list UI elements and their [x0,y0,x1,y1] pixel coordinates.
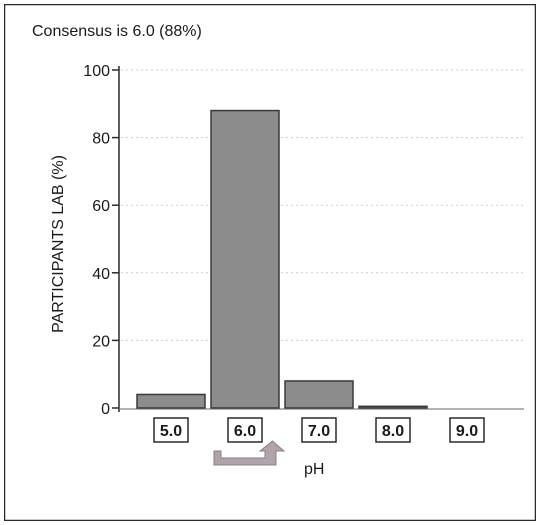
consensus-arrow-icon [213,440,286,466]
y-axis-label: PARTICIPANTS LAB (%) [50,155,67,333]
y-tick-label: 0 [101,401,110,418]
x-tick-box [301,417,337,443]
bar [358,405,428,409]
x-tick-labels: 5.0 6.0 7.0 8.0 9.0 [153,417,485,443]
y-ticks: 0 20 40 60 80 100 [83,63,119,418]
x-tick-box [227,417,263,443]
bar [136,393,206,409]
gridlines [121,69,524,341]
y-tick-label: 80 [92,131,110,148]
x-tick-label: 5.0 [160,423,182,440]
x-tick-label: 9.0 [456,423,478,440]
axes [118,66,524,412]
bar [210,109,280,409]
x-tick-label: 8.0 [382,423,404,440]
x-tick-label: 6.0 [234,423,256,440]
bar [284,380,354,409]
chart-title: Consensus is 6.0 (88%) [32,23,202,40]
y-tick-label: 20 [92,333,110,350]
x-tick-box [449,417,485,443]
x-tick-box [153,417,189,443]
y-tick-label: 60 [92,198,110,215]
x-tick-label: 7.0 [308,423,330,440]
bars [136,109,428,409]
chart-figure: Consensus is 6.0 (88%) 0 20 40 60 80 100 5.0 6… [4,4,536,521]
x-axis-label: pH [304,461,324,478]
y-tick-label: 100 [83,63,110,80]
x-tick-box [375,417,411,443]
y-tick-label: 40 [92,266,110,283]
